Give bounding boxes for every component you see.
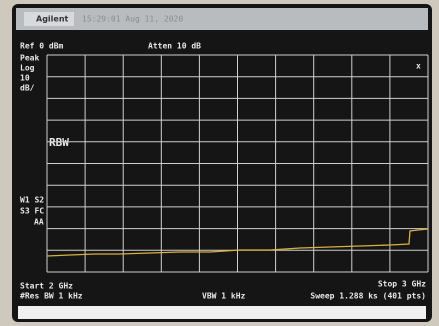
status-bar xyxy=(18,306,426,319)
stop-freq: Stop 3 GHz xyxy=(378,280,426,289)
attenuation: Atten 10 dB xyxy=(148,42,201,51)
ref-level: Ref 0 dBm xyxy=(20,42,64,51)
header-bar xyxy=(16,8,428,30)
detector: Peak xyxy=(20,54,39,63)
brand: Agilent xyxy=(36,15,69,24)
trace-mode: S3 FC xyxy=(20,207,44,216)
vbw: VBW 1 kHz xyxy=(202,292,246,301)
marker: x xyxy=(416,62,421,71)
start-freq: Start 2 GHz xyxy=(20,282,73,291)
scale-type: Log xyxy=(20,64,35,73)
timestamp: 15:29:01 Aug 11, 2020 xyxy=(82,15,183,24)
res-bw: #Res BW 1 kHz xyxy=(20,292,83,301)
scale-value: 10 xyxy=(20,74,30,83)
trace-mode: W1 S2 xyxy=(20,196,44,205)
trace-mode: AA xyxy=(34,218,44,227)
instrument-screen: Agilent 15:29:01 Aug 11, 2020 Ref 0 dBm … xyxy=(0,0,439,326)
scale-unit: dB/ xyxy=(20,84,35,93)
rbw-label: RBW xyxy=(49,136,69,149)
sweep: Sweep 1.288 ks (401 pts) xyxy=(310,292,426,301)
